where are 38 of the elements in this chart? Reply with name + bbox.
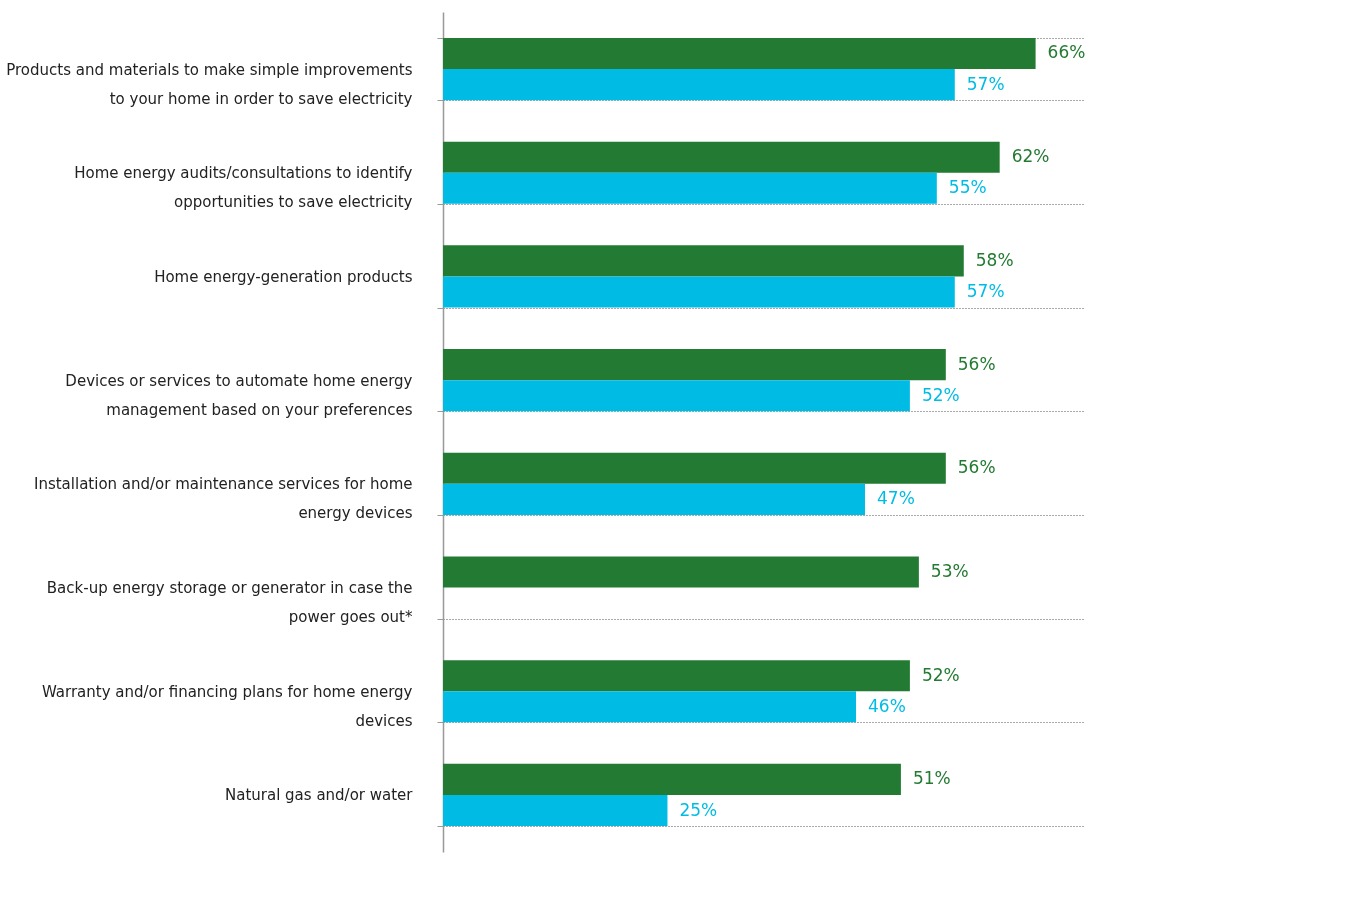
bar xyxy=(443,141,1000,173)
y-tick-label: Natural gas and/or water xyxy=(224,786,414,805)
bar xyxy=(443,349,946,381)
y-tick-label: Back-up energy storage or generator in case the power goes out* xyxy=(46,579,413,627)
data-label: 66% xyxy=(1047,42,1086,63)
data-label: 53% xyxy=(930,561,969,581)
bar xyxy=(443,794,668,827)
data-label: 62% xyxy=(1011,146,1050,167)
data-label: 56% xyxy=(957,353,996,374)
bar xyxy=(443,660,910,692)
y-tick-label: Products and materials to make simple improvements to your home in order to save electricity xyxy=(6,60,413,108)
data-label: 52% xyxy=(921,664,960,685)
data-label: 57% xyxy=(966,281,1005,301)
bar xyxy=(443,276,955,308)
bar xyxy=(443,483,865,515)
data-label: 51% xyxy=(912,768,951,789)
data-label: 56% xyxy=(957,457,996,478)
y-tick-label: Home energy-generation products xyxy=(154,267,413,286)
data-label: 58% xyxy=(975,249,1014,270)
y-tick-label: Home energy audits/consultations to identify opportunities to save electricity xyxy=(74,164,413,212)
y-tick-label: Installation and/or maintenance services for home energy devices xyxy=(33,475,413,523)
y-tick-label: Devices or services to automate home energy management based on your preferences xyxy=(65,371,413,419)
bar xyxy=(443,763,901,795)
data-label: 55% xyxy=(948,177,987,198)
bar xyxy=(443,172,937,204)
y-tick-label: Warranty and/or financing plans for home energy devices xyxy=(41,682,413,730)
bar xyxy=(443,556,919,588)
bar xyxy=(443,245,964,277)
bar xyxy=(443,691,857,723)
data-label: 52% xyxy=(921,384,960,405)
data-label: 47% xyxy=(877,488,915,509)
bar xyxy=(443,452,946,484)
bar xyxy=(443,380,910,412)
data-label: 46% xyxy=(868,695,906,716)
bar xyxy=(443,69,955,101)
data-label: 57% xyxy=(966,73,1005,94)
data-label: 25% xyxy=(679,799,718,820)
bar xyxy=(443,37,1036,70)
